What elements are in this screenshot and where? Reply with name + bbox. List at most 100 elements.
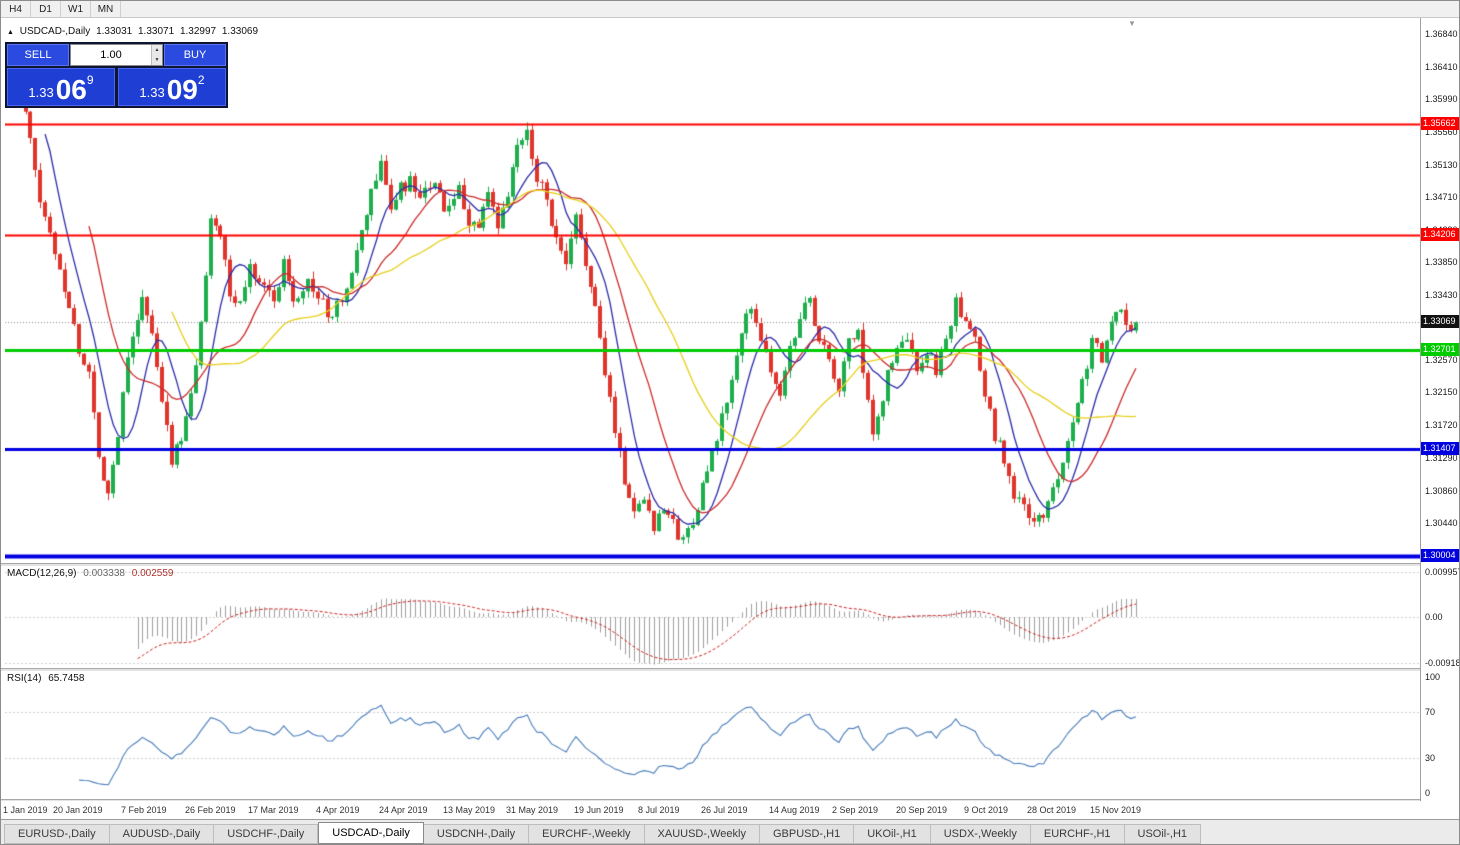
level-price-box: 1.35662 [1421, 117, 1459, 130]
date-axis-label: 7 Feb 2019 [121, 805, 167, 815]
price-tick-label: 1.32570 [1425, 355, 1458, 365]
price-tick-label: 1.35130 [1425, 160, 1458, 170]
rsi-axis-label: 30 [1425, 753, 1436, 763]
chart-tab-usdchf-daily[interactable]: USDCHF-,Daily [214, 824, 319, 844]
rsi-title: RSI(14) [7, 673, 42, 684]
sell-price-display[interactable]: 1.33 06 9 [7, 68, 115, 106]
date-axis-label: 4 Apr 2019 [316, 805, 360, 815]
sell-price-small: 1.33 [28, 85, 54, 100]
panel-separator[interactable] [1, 563, 1459, 566]
chart-tab-gbpusd-h1[interactable]: GBPUSD-,H1 [759, 824, 855, 844]
panel-separator[interactable] [1, 668, 1459, 671]
date-axis-label: 2 Sep 2019 [832, 805, 879, 815]
price-tick-label: 1.35560 [1425, 127, 1458, 137]
chart-tab-usdx-weekly[interactable]: USDX-,Weekly [930, 824, 1031, 844]
date-axis-label: 15 Nov 2019 [1090, 805, 1142, 815]
buy-price-big: 09 [166, 74, 198, 105]
low-value: 1.32997 [179, 26, 217, 37]
symbol-title: USDCAD-,Daily [19, 26, 91, 37]
chart-tab-eurchf-weekly[interactable]: EURCHF-,Weekly [529, 824, 645, 844]
date-axis-label: 17 Mar 2019 [248, 805, 299, 815]
current-price-box: 1.33069 [1421, 315, 1459, 328]
macd-signal-value: 0.002559 [131, 568, 174, 579]
buy-price-sup: 2 [197, 73, 205, 87]
chart-tab-usdcad-daily[interactable]: USDCAD-,Daily [318, 822, 424, 844]
rsi-indicator-canvas[interactable] [5, 671, 1421, 799]
buy-price-display[interactable]: 1.33 09 2 [118, 68, 226, 106]
sell-price-big: 06 [55, 74, 87, 105]
date-axis-label: 26 Feb 2019 [185, 805, 236, 815]
sell-button[interactable]: SELL [7, 44, 69, 66]
level-price-box: 1.34206 [1421, 228, 1459, 241]
price-tick-label: 1.32150 [1425, 387, 1458, 397]
rsi-axis-label: 100 [1425, 672, 1441, 682]
date-axis-label: 20 Jan 2019 [53, 805, 103, 815]
chart-area: ▲ USDCAD-,Daily 1.33031 1.33071 1.32997 … [1, 18, 1459, 819]
date-axis-label: 26 Jul 2019 [701, 805, 748, 815]
macd-value: 0.003338 [83, 568, 125, 579]
chart-tab-usdcnh-daily[interactable]: USDCNH-,Daily [423, 824, 530, 844]
timeframe-h4-button[interactable]: H4 [1, 1, 31, 17]
date-axis-label: 14 Aug 2019 [769, 805, 820, 815]
chart-tab-ukoil-h1[interactable]: UKOil-,H1 [854, 824, 931, 844]
timeframe-d1-button[interactable]: D1 [31, 1, 61, 17]
buy-price-small: 1.33 [139, 85, 165, 100]
price-tick-label: 1.30440 [1425, 518, 1458, 528]
rsi-value: 65.7458 [48, 673, 85, 684]
chart-tab-eurchf-h1[interactable]: EURCHF-,H1 [1030, 824, 1125, 844]
price-axis[interactable]: 1.36840 1.36410 1.35990 1.35560 1.35130 1.347… [1420, 18, 1459, 801]
volume-field: ▲ ▼ [70, 44, 163, 66]
timeframe-toolbar: H4 D1 W1 MN [1, 1, 1459, 18]
price-tick-label: 1.31290 [1425, 453, 1458, 463]
volume-down-button[interactable]: ▼ [152, 55, 162, 65]
date-axis-label: 20 Sep 2019 [896, 805, 948, 815]
date-axis[interactable]: 1 Jan 2019 20 Jan 2019 7 Feb 2019 26 Feb 20… [1, 801, 1420, 819]
level-price-box: 1.32701 [1421, 343, 1459, 356]
price-tick-label: 1.31720 [1425, 420, 1458, 430]
level-price-box: 1.31407 [1421, 442, 1459, 455]
rsi-axis-label: 0 [1425, 788, 1431, 798]
timeframe-w1-button[interactable]: W1 [61, 1, 91, 17]
macd-title: MACD(12,26,9) [7, 568, 77, 579]
timeframe-mn-button[interactable]: MN [91, 1, 121, 17]
open-value: 1.33031 [96, 26, 133, 37]
rsi-axis-label: 70 [1425, 707, 1436, 717]
date-axis-label: 24 Apr 2019 [379, 805, 428, 815]
macd-axis-label: -0.009180 [1425, 658, 1459, 668]
price-tick-label: 1.33430 [1425, 290, 1458, 300]
macd-indicator-canvas[interactable] [5, 566, 1421, 668]
date-axis-label: 31 May 2019 [506, 805, 559, 815]
macd-axis-label: 0.00 [1425, 612, 1443, 622]
chart-tab-xauusd-weekly[interactable]: XAUUSD-,Weekly [644, 824, 760, 844]
candlestick-chart-canvas[interactable] [5, 18, 1421, 563]
chart-tab-eurusd-daily[interactable]: EURUSD-,Daily [4, 824, 110, 844]
price-tick-label: 1.36840 [1425, 29, 1458, 39]
date-axis-label: 9 Oct 2019 [964, 805, 1009, 815]
volume-input[interactable] [71, 45, 151, 65]
date-axis-label: 19 Jun 2019 [574, 805, 624, 815]
chart-tab-usoil-h1[interactable]: USOil-,H1 [1124, 824, 1202, 844]
volume-spinner: ▲ ▼ [151, 45, 162, 65]
sell-price-sup: 9 [86, 73, 94, 87]
volume-up-button[interactable]: ▲ [152, 45, 162, 55]
symbol-marker-icon: ▲ [7, 29, 14, 36]
date-axis-label: 8 Jul 2019 [638, 805, 680, 815]
price-tick-label: 1.30860 [1425, 486, 1458, 496]
price-tick-label: 1.34710 [1425, 192, 1458, 202]
buy-button[interactable]: BUY [164, 44, 226, 66]
macd-label: MACD(12,26,9) 0.003338 0.002559 [7, 568, 177, 579]
macd-axis-label: 0.009957 [1425, 567, 1460, 577]
chart-ohlc-title: ▲ USDCAD-,Daily 1.33031 1.33071 1.32997 … [7, 26, 261, 37]
price-tick-label: 1.33850 [1425, 257, 1458, 267]
chart-tabbar: EURUSD-,Daily AUDUSD-,Daily USDCHF-,Daily U… [1, 819, 1459, 844]
date-axis-label: 1 Jan 2019 [3, 805, 48, 815]
chart-tab-audusd-daily[interactable]: AUDUSD-,Daily [109, 824, 215, 844]
date-axis-label: 28 Oct 2019 [1027, 805, 1077, 815]
panel-separator[interactable] [1, 799, 1459, 801]
level-price-box: 1.30004 [1421, 549, 1459, 562]
chart-shift-marker[interactable]: ▼ [1128, 19, 1136, 28]
rsi-label: RSI(14) 65.7458 [7, 673, 88, 684]
high-value: 1.33071 [138, 26, 175, 37]
one-click-trading-panel: SELL ▲ ▼ BUY 1.33 06 9 1.33 [5, 42, 228, 108]
